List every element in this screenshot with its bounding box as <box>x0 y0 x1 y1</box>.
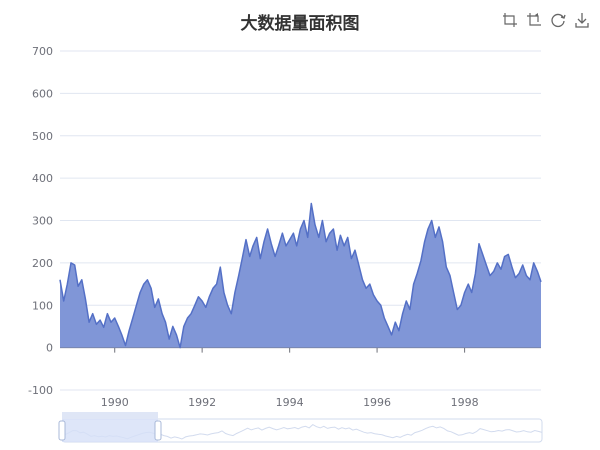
y-tick-label: 300 <box>32 215 53 228</box>
y-tick-label: 200 <box>32 257 53 270</box>
slider-move-handle <box>62 412 158 419</box>
zoom-select-icon[interactable] <box>502 12 518 28</box>
slider-left-handle[interactable] <box>58 420 66 441</box>
y-tick-label: 400 <box>32 172 53 185</box>
save-image-icon[interactable] <box>574 12 590 28</box>
y-tick-label: 600 <box>32 87 53 100</box>
x-tick-label: 1998 <box>451 396 479 409</box>
series-line <box>59 202 542 349</box>
y-tick-label: -100 <box>28 384 53 397</box>
x-tick-label: 1994 <box>276 396 304 409</box>
x-tick-label: 1990 <box>101 396 129 409</box>
chart-title: 大数据量面积图 <box>240 14 360 34</box>
zoom-reset-icon[interactable] <box>526 12 542 28</box>
y-tick-label: 500 <box>32 130 53 143</box>
y-tick-label: 700 <box>32 45 53 58</box>
area-fill <box>60 203 541 348</box>
y-tick-label: 100 <box>32 299 53 312</box>
slider-right-handle[interactable] <box>154 420 162 441</box>
y-tick-label: 0 <box>46 342 53 355</box>
x-tick-label: 1992 <box>188 396 216 409</box>
x-tick-label: 1996 <box>363 396 391 409</box>
chart-toolbox <box>502 12 590 28</box>
restore-icon[interactable] <box>550 12 566 28</box>
slider-selected-window <box>62 419 158 442</box>
data-zoom-slider[interactable] <box>58 412 543 443</box>
